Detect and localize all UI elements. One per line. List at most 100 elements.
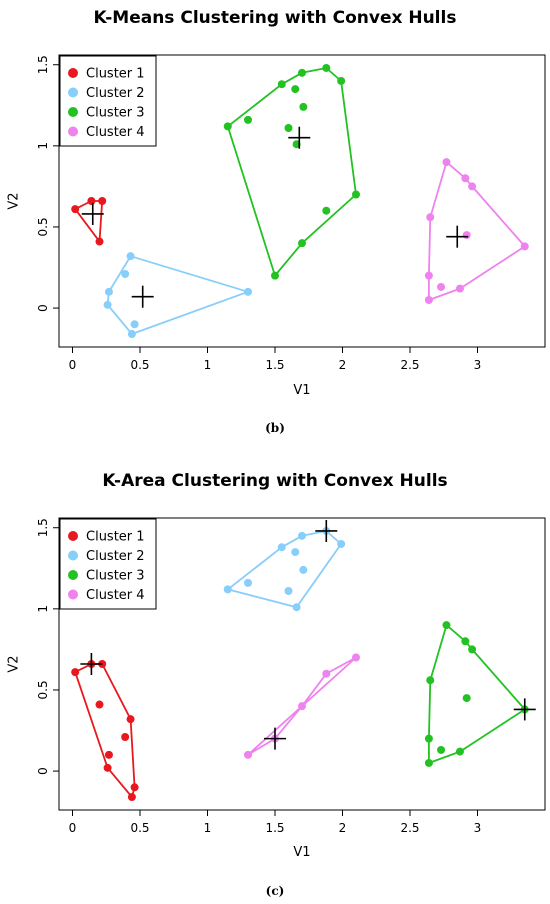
series-cluster-4: [424, 158, 529, 304]
data-point: [461, 174, 470, 183]
data-point: [322, 206, 331, 215]
y-tick-label: 1: [36, 605, 50, 613]
data-point: [95, 237, 104, 246]
legend-label: Cluster 3: [86, 569, 145, 584]
data-point: [284, 587, 293, 595]
convex-hull: [427, 161, 526, 301]
data-point: [104, 287, 113, 296]
legend-label: Cluster 1: [86, 67, 145, 82]
x-tick-label: 2: [339, 358, 347, 372]
legend: Cluster 1 Cluster 2 Cluster 3 Cluster 4: [59, 518, 157, 610]
data-point: [223, 122, 232, 131]
data-point: [95, 700, 104, 709]
chart-panel-2: K-Area Clustering with Convex Hulls 0 0.5 1…: [7, 471, 546, 898]
legend-marker: [68, 87, 78, 98]
series-cluster-4: [244, 653, 360, 759]
data-point: [126, 715, 135, 724]
data-point: [426, 213, 435, 222]
data-point: [71, 668, 80, 677]
data-point: [127, 330, 136, 339]
data-point: [322, 63, 331, 72]
cluster-center-4: [264, 727, 286, 750]
data-point: [121, 270, 130, 278]
data-point: [130, 783, 139, 792]
x-axis-label: V1: [293, 383, 310, 398]
data-point: [455, 284, 464, 293]
data-point: [223, 585, 232, 594]
x-tick-label: 0: [69, 358, 77, 372]
y-axis-label: V2: [7, 192, 22, 209]
data-point: [424, 271, 433, 280]
data-point: [426, 676, 435, 685]
x-tick-label: 0: [69, 821, 77, 835]
data-point: [121, 733, 130, 741]
convex-hull: [74, 200, 104, 243]
data-point: [442, 158, 451, 167]
legend-label: Cluster 4: [86, 125, 145, 140]
plot-area: [58, 517, 546, 811]
x-tick-label: 1.5: [265, 358, 284, 372]
data-point: [277, 543, 286, 552]
data-point: [244, 750, 252, 759]
y-axis-label: V2: [7, 655, 22, 672]
data-point: [352, 190, 360, 199]
convex-hull: [247, 656, 357, 756]
series-cluster-1: [71, 197, 107, 246]
data-point: [71, 205, 80, 214]
data-point: [437, 282, 446, 291]
legend-marker: [68, 550, 78, 561]
series-cluster-1: [71, 660, 139, 802]
data-point: [437, 745, 446, 754]
x-tick-label: 0.5: [130, 358, 149, 372]
convex-hull: [226, 530, 343, 609]
x-tick-label: 2.5: [400, 358, 419, 372]
convex-hull: [106, 255, 249, 335]
cluster-center-3: [288, 126, 311, 149]
figure-caption: (c): [266, 884, 285, 898]
data-point: [103, 300, 112, 309]
legend-marker: [68, 68, 78, 78]
data-point: [130, 320, 139, 329]
convex-hull: [427, 624, 526, 764]
data-point: [104, 750, 113, 759]
legend-marker: [68, 589, 78, 600]
x-tick-label: 2.5: [400, 821, 419, 835]
data-point: [103, 763, 112, 772]
series-cluster-2: [223, 526, 346, 612]
data-point: [277, 80, 286, 89]
data-point: [468, 645, 477, 654]
chart-panel-1: K-Means Clustering with Convex Hulls 0 0.5…: [7, 8, 546, 435]
cluster-center-1: [80, 653, 103, 675]
y-tick-label: 0.5: [36, 217, 50, 236]
data-point: [298, 702, 306, 711]
cluster-center-1: [81, 202, 104, 225]
data-point: [424, 734, 433, 743]
data-point: [462, 694, 471, 703]
data-point: [126, 252, 135, 261]
chart-title: K-Means Clustering with Convex Hulls: [94, 8, 457, 28]
data-point: [520, 242, 529, 251]
data-point: [244, 287, 252, 296]
data-point: [298, 531, 306, 540]
x-tick-label: 3: [474, 821, 482, 835]
data-point: [291, 85, 300, 94]
data-point: [284, 124, 293, 132]
data-point: [292, 603, 301, 612]
plot-area: [58, 54, 546, 348]
cluster-center-4: [446, 225, 469, 248]
x-tick-label: 2: [339, 821, 347, 835]
legend-marker: [68, 570, 78, 580]
x-tick-label: 1: [204, 821, 212, 835]
x-axis-label: V1: [293, 845, 310, 860]
convex-hull: [74, 663, 136, 798]
data-point: [352, 653, 360, 662]
y-tick-label: 0: [36, 304, 50, 312]
data-point: [298, 68, 306, 77]
data-point: [322, 669, 331, 678]
legend-marker: [68, 531, 78, 541]
y-tick-label: 1.5: [36, 55, 50, 74]
data-point: [244, 578, 252, 587]
data-point: [244, 115, 252, 124]
cluster-center-2: [315, 519, 338, 542]
